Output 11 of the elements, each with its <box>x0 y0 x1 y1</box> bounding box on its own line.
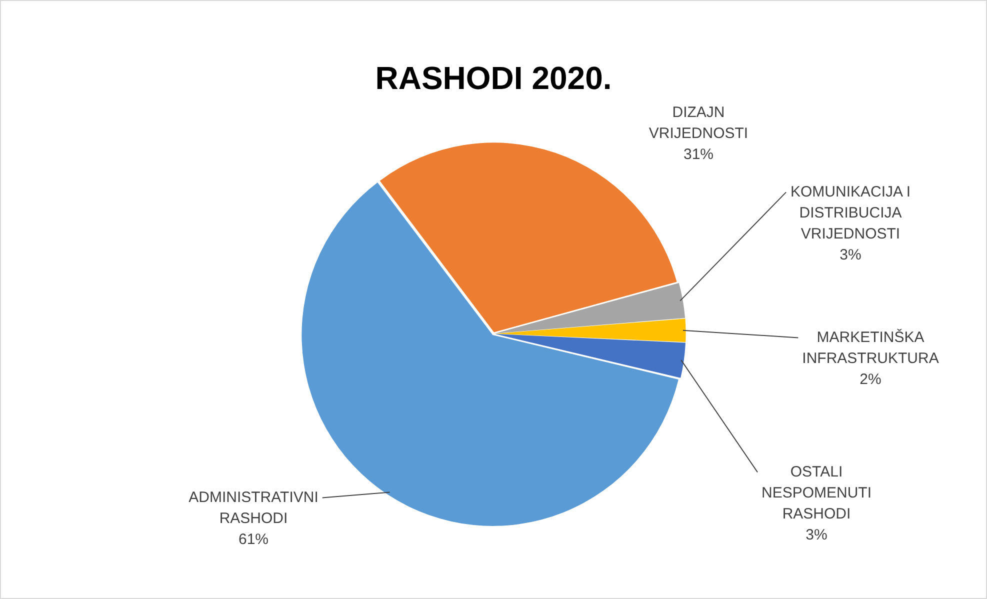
slice-label: DIZAJN VRIJEDNOSTI <box>648 104 748 142</box>
data-label: 3% <box>840 246 862 264</box>
data-label: 3% <box>806 526 828 544</box>
data-label: 2% <box>860 370 882 388</box>
slice-label: KOMUNIKACIJA I DISTRIBUCIJA VRIJEDNOSTI <box>790 183 911 242</box>
slice-label: OSTALI NESPOMENUTI RASHODI <box>761 463 872 522</box>
slice-label: ADMINISTRATIVNI RASHODI <box>188 488 318 527</box>
data-label: 31% <box>683 146 714 163</box>
chart-title: RASHODI 2020. <box>375 60 612 96</box>
slice-label: MARKETINŠKA INFRASTRUKTURA <box>802 328 939 367</box>
data-label: 61% <box>238 530 269 548</box>
